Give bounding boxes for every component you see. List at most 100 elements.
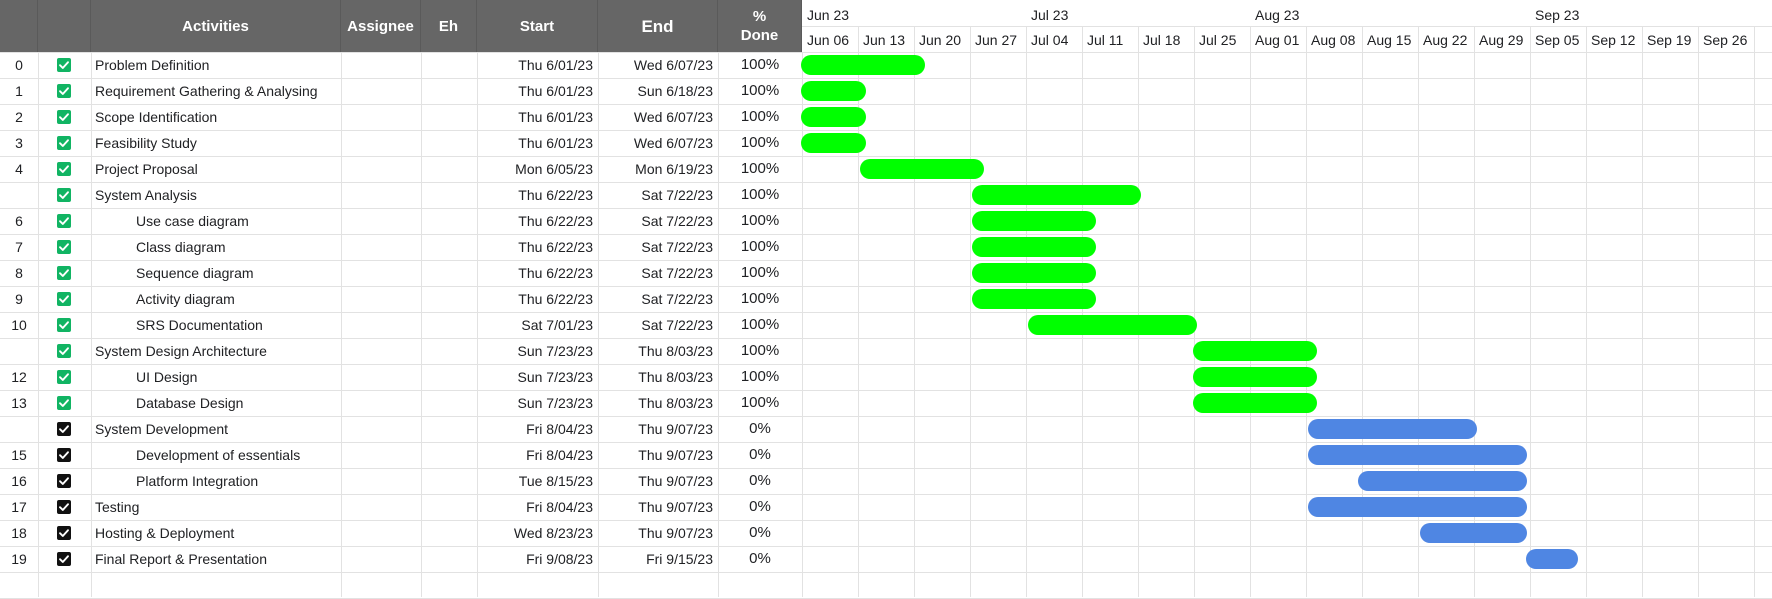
activity-name[interactable]: Platform Integration: [136, 473, 259, 489]
gantt-bar-pending[interactable]: [1358, 471, 1528, 491]
activity-name[interactable]: Testing: [95, 499, 140, 515]
assignee-cell[interactable]: [341, 390, 421, 416]
checkbox-checked-icon[interactable]: [57, 292, 71, 306]
eh-cell[interactable]: [421, 104, 477, 130]
pct-done[interactable]: 100%: [740, 342, 780, 359]
eh-cell[interactable]: [421, 78, 477, 104]
activity-name[interactable]: Database Design: [136, 395, 244, 411]
eh-cell[interactable]: [421, 130, 477, 156]
checkbox-checked-icon[interactable]: [57, 214, 71, 228]
assignee-cell[interactable]: [341, 156, 421, 182]
pct-done[interactable]: 100%: [740, 394, 780, 411]
end-date[interactable]: Sun 6/18/23: [637, 83, 713, 99]
activity-name[interactable]: Hosting & Deployment: [95, 525, 235, 541]
gantt-bar-complete[interactable]: [1027, 315, 1197, 335]
start-date[interactable]: Thu 6/01/23: [518, 135, 593, 151]
gantt-bar-pending[interactable]: [1419, 523, 1528, 543]
header-start[interactable]: Start: [477, 0, 598, 52]
end-date[interactable]: Thu 9/07/23: [638, 473, 713, 489]
start-date[interactable]: Thu 6/01/23: [518, 57, 593, 73]
end-date[interactable]: Sat 7/22/23: [641, 187, 713, 203]
gantt-bar-complete[interactable]: [1193, 393, 1318, 413]
checkbox-checked-icon[interactable]: [57, 266, 71, 280]
start-date[interactable]: Thu 6/01/23: [518, 109, 593, 125]
activity-name[interactable]: Use case diagram: [136, 213, 249, 229]
gantt-bar-complete[interactable]: [971, 237, 1096, 257]
eh-cell[interactable]: [421, 234, 477, 260]
pct-done[interactable]: 100%: [740, 160, 780, 177]
eh-cell[interactable]: [421, 494, 477, 520]
activity-name[interactable]: Scope Identification: [95, 109, 218, 125]
start-date[interactable]: Tue 8/15/23: [518, 473, 593, 489]
eh-cell[interactable]: [421, 442, 477, 468]
header-activities[interactable]: Activities: [91, 0, 341, 52]
assignee-cell[interactable]: [341, 442, 421, 468]
activity-name[interactable]: System Analysis: [95, 187, 197, 203]
checkbox-todo-icon[interactable]: [57, 500, 71, 514]
gantt-bar-complete[interactable]: [859, 159, 984, 179]
activity-name[interactable]: Sequence diagram: [136, 265, 254, 281]
assignee-cell[interactable]: [341, 208, 421, 234]
assignee-cell[interactable]: [341, 520, 421, 546]
checkbox-checked-icon[interactable]: [57, 136, 71, 150]
eh-cell[interactable]: [421, 364, 477, 390]
start-date[interactable]: Sun 7/23/23: [517, 369, 593, 385]
eh-cell[interactable]: [421, 52, 477, 78]
gantt-bar-pending[interactable]: [1307, 419, 1477, 439]
gantt-bar-pending[interactable]: [1307, 497, 1528, 517]
eh-cell[interactable]: [421, 416, 477, 442]
gantt-bar-complete[interactable]: [801, 81, 867, 101]
pct-done[interactable]: 100%: [740, 82, 780, 99]
gantt-bar-complete[interactable]: [801, 55, 926, 75]
start-date[interactable]: Sun 7/23/23: [517, 395, 593, 411]
checkbox-checked-icon[interactable]: [57, 110, 71, 124]
pct-done[interactable]: 100%: [740, 56, 780, 73]
end-date[interactable]: Thu 9/07/23: [638, 499, 713, 515]
checkbox-todo-icon[interactable]: [57, 422, 71, 436]
start-date[interactable]: Fri 8/04/23: [526, 447, 593, 463]
assignee-cell[interactable]: [341, 52, 421, 78]
pct-done[interactable]: 0%: [749, 498, 771, 515]
end-date[interactable]: Fri 9/15/23: [646, 551, 713, 567]
assignee-cell[interactable]: [341, 182, 421, 208]
header-assignee[interactable]: Assignee: [341, 0, 421, 52]
checkbox-todo-icon[interactable]: [57, 526, 71, 540]
start-date[interactable]: Mon 6/05/23: [515, 161, 593, 177]
checkbox-todo-icon[interactable]: [57, 474, 71, 488]
checkbox-checked-icon[interactable]: [57, 58, 71, 72]
pct-done[interactable]: 100%: [740, 368, 780, 385]
gantt-bar-complete[interactable]: [971, 263, 1096, 283]
gantt-bar-pending[interactable]: [1307, 445, 1528, 465]
assignee-cell[interactable]: [341, 546, 421, 572]
pct-done[interactable]: 100%: [740, 212, 780, 229]
activity-name[interactable]: Problem Definition: [95, 57, 210, 73]
end-date[interactable]: Wed 6/07/23: [633, 109, 713, 125]
start-date[interactable]: Fri 8/04/23: [526, 421, 593, 437]
activity-name[interactable]: Final Report & Presentation: [95, 551, 267, 567]
pct-done[interactable]: 100%: [740, 290, 780, 307]
pct-done[interactable]: 100%: [740, 264, 780, 281]
end-date[interactable]: Thu 8/03/23: [638, 369, 713, 385]
end-date[interactable]: Thu 9/07/23: [638, 525, 713, 541]
assignee-cell[interactable]: [341, 312, 421, 338]
end-date[interactable]: Sat 7/22/23: [641, 317, 713, 333]
start-date[interactable]: Sat 7/01/23: [521, 317, 593, 333]
eh-cell[interactable]: [421, 520, 477, 546]
assignee-cell[interactable]: [341, 416, 421, 442]
assignee-cell[interactable]: [341, 468, 421, 494]
activity-name[interactable]: System Development: [95, 421, 229, 437]
pct-done[interactable]: 0%: [749, 446, 771, 463]
end-date[interactable]: Thu 8/03/23: [638, 343, 713, 359]
activity-name[interactable]: System Design Architecture: [95, 343, 267, 359]
start-date[interactable]: Fri 9/08/23: [526, 551, 593, 567]
assignee-cell[interactable]: [341, 364, 421, 390]
gantt-bar-complete[interactable]: [971, 185, 1141, 205]
start-date[interactable]: Thu 6/22/23: [518, 265, 593, 281]
end-date[interactable]: Sat 7/22/23: [641, 239, 713, 255]
end-date[interactable]: Thu 8/03/23: [638, 395, 713, 411]
assignee-cell[interactable]: [341, 130, 421, 156]
pct-done[interactable]: 100%: [740, 238, 780, 255]
pct-done[interactable]: 100%: [740, 316, 780, 333]
pct-done[interactable]: 100%: [740, 108, 780, 125]
eh-cell[interactable]: [421, 312, 477, 338]
